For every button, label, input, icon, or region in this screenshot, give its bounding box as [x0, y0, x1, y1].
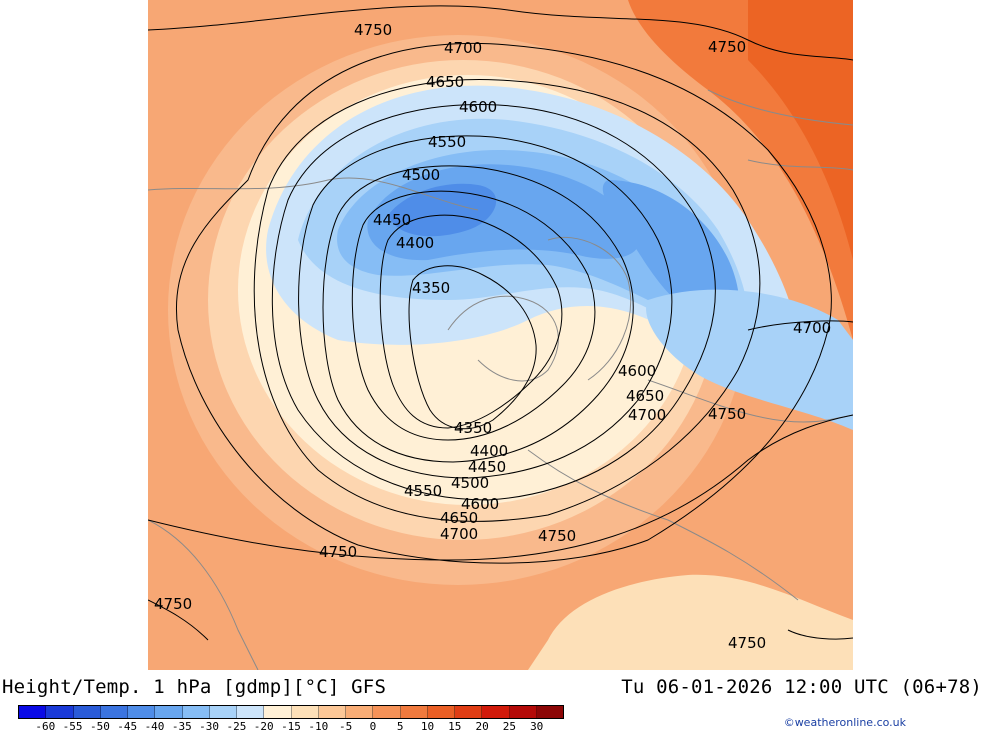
contour-4750-sw: [148, 599, 209, 641]
colorbar-segment: [509, 706, 537, 718]
forecast-datetime: Tu 06-01-2026 12:00 UTC (06+78): [621, 676, 982, 698]
contour-label: 4750: [354, 21, 392, 39]
contour-4350: [408, 265, 537, 430]
map-title: Height/Temp. 1 hPa [gdmp][°C] GFS: [2, 676, 387, 698]
colorbar-segment: [346, 706, 374, 718]
colorbar-segment: [264, 706, 292, 718]
contour-label: 4750: [708, 38, 746, 56]
colorbar-tick-label: -35: [171, 720, 192, 733]
contour-4550: [298, 135, 673, 479]
colorbar-tick-label: -30: [199, 720, 220, 733]
contour-label: 4750: [538, 527, 576, 545]
contour-4600: [271, 103, 716, 501]
colorbar-segment: [318, 706, 346, 718]
contour-4500: [322, 165, 634, 463]
contour-label: 4350: [454, 419, 492, 437]
contour-label: 4750: [319, 543, 357, 561]
contour-label: 4650: [440, 509, 478, 527]
colorbar-tick-label: 30: [530, 720, 544, 733]
colorbar-segment: [128, 706, 156, 718]
contour-label: 4350: [412, 279, 450, 297]
colorbar-tick-label: -15: [281, 720, 301, 733]
colorbar-segment: [209, 706, 237, 718]
contour-4750-se: [787, 629, 853, 640]
contour-4700-east: [747, 320, 853, 331]
contour-label: 4500: [451, 474, 489, 492]
contour-label: 4550: [404, 482, 442, 500]
colorbar-tick-label: 10: [420, 720, 435, 733]
colorbar-tick-labels: -60 -55 -50 -45 -40 -35 -30 -25 -20 -15 -10 -5 0 5 10 1…: [18, 720, 564, 733]
contour-label: 4600: [618, 362, 656, 380]
colorbar-tick-label: 25: [502, 720, 517, 733]
colorbar-segment: [536, 706, 563, 718]
contour-4450: [351, 190, 596, 441]
contour-label: 4550: [428, 133, 466, 151]
contour-label: 4700: [444, 39, 482, 57]
contour-4650: [253, 79, 761, 522]
contour-label: 4700: [793, 319, 831, 337]
contour-label: 4600: [461, 495, 499, 513]
weather-map: 4750 4700 4750 4650 4600 4550 4500 4450 …: [148, 0, 853, 670]
colorbar-tick-label: 5: [396, 720, 404, 733]
colorbar-segment: [291, 706, 319, 718]
temp-band-cold-core: [388, 183, 497, 237]
colorbar-tick-label: -60: [35, 720, 56, 733]
colorbar-tick-label: -10: [308, 720, 329, 733]
colorbar-segment: [237, 706, 265, 718]
temp-band-south: [528, 574, 853, 670]
warm-region-ne-core: [748, 0, 853, 260]
contour-4700: [176, 42, 832, 564]
coastlines: [148, 89, 853, 670]
colorbar-tick-label: -20: [253, 720, 274, 733]
contour-label: 4700: [440, 525, 478, 543]
colorbar-segment: [400, 706, 428, 718]
contour-label: 4400: [396, 234, 434, 252]
height-contours: [148, 5, 853, 641]
temperature-colorbar: [18, 705, 564, 719]
colorbar-segment: [182, 706, 210, 718]
contour-label: 4450: [468, 458, 506, 476]
contour-label: 4750: [708, 405, 746, 423]
colorbar-segment: [19, 706, 47, 718]
colorbar-tick-label: -45: [117, 720, 138, 733]
colorbar-tick-label: -40: [144, 720, 165, 733]
contour-4750-north: [148, 5, 853, 61]
contour-label: 4700: [628, 406, 666, 424]
colorbar-segment: [455, 706, 483, 718]
colorbar-segment: [155, 706, 183, 718]
colorbar-tick-label: -50: [89, 720, 110, 733]
contour-4750-south: [148, 414, 853, 561]
contour-label: 4650: [426, 73, 464, 91]
contour-4400: [379, 214, 563, 429]
colorbar-segment: [482, 706, 510, 718]
colorbar-segment: [427, 706, 455, 718]
colorbar-tick-label: 20: [475, 720, 489, 733]
colorbar-tick-label: 0: [369, 720, 377, 733]
colorbar-tick-label: -25: [226, 720, 247, 733]
height-temperature-map: 4750 4700 4750 4650 4600 4550 4500 4450 …: [148, 0, 853, 670]
contour-labels: 4750 4700 4750 4650 4600 4550 4500 4450 …: [154, 21, 831, 652]
contour-label: 4400: [470, 442, 508, 460]
colorbar-tick-label: 15: [448, 720, 462, 733]
contour-label: 4500: [402, 166, 440, 184]
contour-label: 4600: [459, 98, 497, 116]
contour-label: 4750: [154, 595, 192, 613]
temp-band-mid-blue-east: [602, 180, 739, 321]
credit-link[interactable]: ©weatheronline.co.uk: [783, 716, 906, 729]
colorbar-tick-label: -5: [338, 720, 353, 733]
colorbar-segment: [373, 706, 401, 718]
colorbar-tick-label: -55: [62, 720, 83, 733]
colorbar-segment: [73, 706, 101, 718]
contour-label: 4650: [626, 387, 664, 405]
colorbar-segment: [100, 706, 128, 718]
colorbar-segment: [46, 706, 74, 718]
contour-label: 4450: [373, 211, 411, 229]
contour-label: 4750: [728, 634, 766, 652]
